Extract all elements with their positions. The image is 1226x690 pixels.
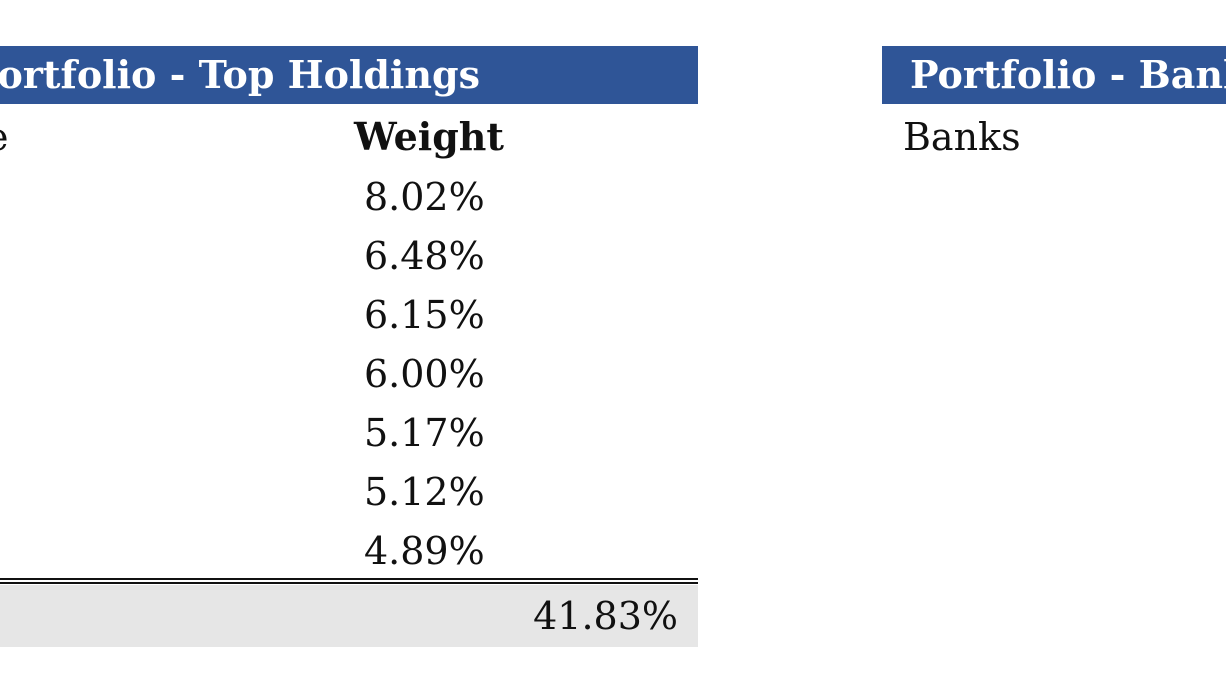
weight-cell: 6.48% <box>364 234 485 278</box>
top-holdings-title: Portfolio - Top Holdings <box>0 52 480 97</box>
top-holdings-header: Portfolio - Top Holdings <box>0 46 698 104</box>
weight-column: 8.02% 6.48% 6.15% 6.00% 5.17% 5.12% 4.89… <box>364 168 504 581</box>
weight-column-header: Weight <box>354 114 504 159</box>
weight-cell: 5.17% <box>364 411 485 455</box>
total-divider <box>0 578 698 584</box>
banks-title: Portfolio - Banks <box>910 52 1226 97</box>
total-row: 41.83% <box>0 585 698 647</box>
weight-cell: 6.00% <box>364 352 485 396</box>
weight-cell: 6.15% <box>364 293 485 337</box>
weight-cell: 5.12% <box>364 470 485 514</box>
banks-header: Portfolio - Banks <box>882 46 1226 104</box>
weight-cell: 4.89% <box>364 529 485 573</box>
banks-column-header: Banks <box>903 115 1021 159</box>
total-weight-value: 41.83% <box>533 594 678 638</box>
name-column-header: e <box>0 108 26 166</box>
weight-cell: 8.02% <box>364 175 485 219</box>
